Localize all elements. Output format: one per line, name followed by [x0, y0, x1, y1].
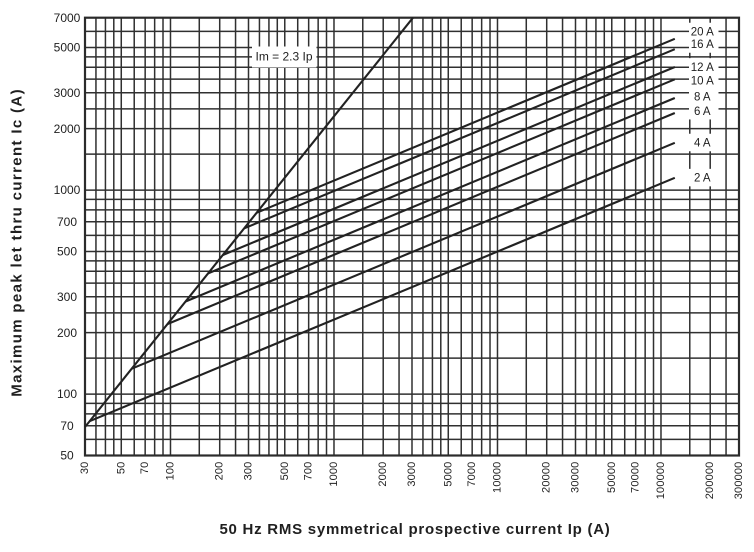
- svg-text:12 A: 12 A: [691, 62, 714, 74]
- svg-text:8 A: 8 A: [694, 92, 711, 104]
- svg-text:Im = 2.3 Ip: Im = 2.3 Ip: [255, 50, 312, 64]
- svg-text:300: 300: [57, 290, 77, 304]
- svg-text:16 A: 16 A: [691, 39, 714, 51]
- svg-text:50000: 50000: [606, 462, 618, 493]
- svg-text:3000: 3000: [406, 462, 418, 487]
- svg-text:50: 50: [115, 462, 127, 475]
- svg-text:5000: 5000: [54, 41, 81, 55]
- svg-text:70000: 70000: [630, 462, 642, 493]
- svg-text:500: 500: [57, 245, 77, 259]
- svg-text:4 A: 4 A: [694, 138, 711, 150]
- svg-text:1000: 1000: [54, 183, 81, 197]
- svg-text:20000: 20000: [541, 462, 553, 493]
- svg-text:3000: 3000: [54, 86, 81, 100]
- svg-text:30: 30: [79, 462, 91, 475]
- svg-text:Maximum peak let thru current: Maximum peak let thru current Ic (A): [9, 88, 26, 397]
- svg-text:20 A: 20 A: [691, 27, 714, 39]
- svg-text:100: 100: [165, 462, 177, 481]
- svg-text:10000: 10000: [492, 462, 504, 493]
- svg-text:70: 70: [139, 462, 151, 475]
- svg-text:2000: 2000: [54, 122, 81, 136]
- svg-text:5000: 5000: [442, 462, 454, 487]
- svg-text:200: 200: [57, 326, 77, 340]
- svg-text:200: 200: [214, 462, 226, 481]
- svg-text:50 Hz RMS symmetrical prospect: 50 Hz RMS symmetrical prospective curren…: [219, 521, 610, 538]
- svg-text:6 A: 6 A: [694, 106, 711, 118]
- svg-text:300000: 300000: [733, 462, 745, 500]
- svg-text:100: 100: [57, 387, 77, 401]
- svg-text:50: 50: [60, 449, 74, 463]
- svg-text:70: 70: [60, 419, 74, 433]
- svg-text:10 A: 10 A: [691, 75, 714, 87]
- svg-text:1000: 1000: [328, 462, 340, 487]
- svg-text:300: 300: [243, 462, 255, 481]
- svg-text:2 A: 2 A: [694, 173, 711, 185]
- svg-text:30000: 30000: [570, 462, 582, 493]
- svg-text:200000: 200000: [704, 462, 716, 500]
- svg-text:100000: 100000: [655, 462, 667, 500]
- svg-text:7000: 7000: [466, 462, 478, 487]
- svg-text:2000: 2000: [377, 462, 389, 487]
- svg-text:500: 500: [279, 462, 291, 481]
- svg-text:7000: 7000: [54, 11, 81, 25]
- svg-text:700: 700: [57, 215, 77, 229]
- svg-text:700: 700: [303, 462, 315, 481]
